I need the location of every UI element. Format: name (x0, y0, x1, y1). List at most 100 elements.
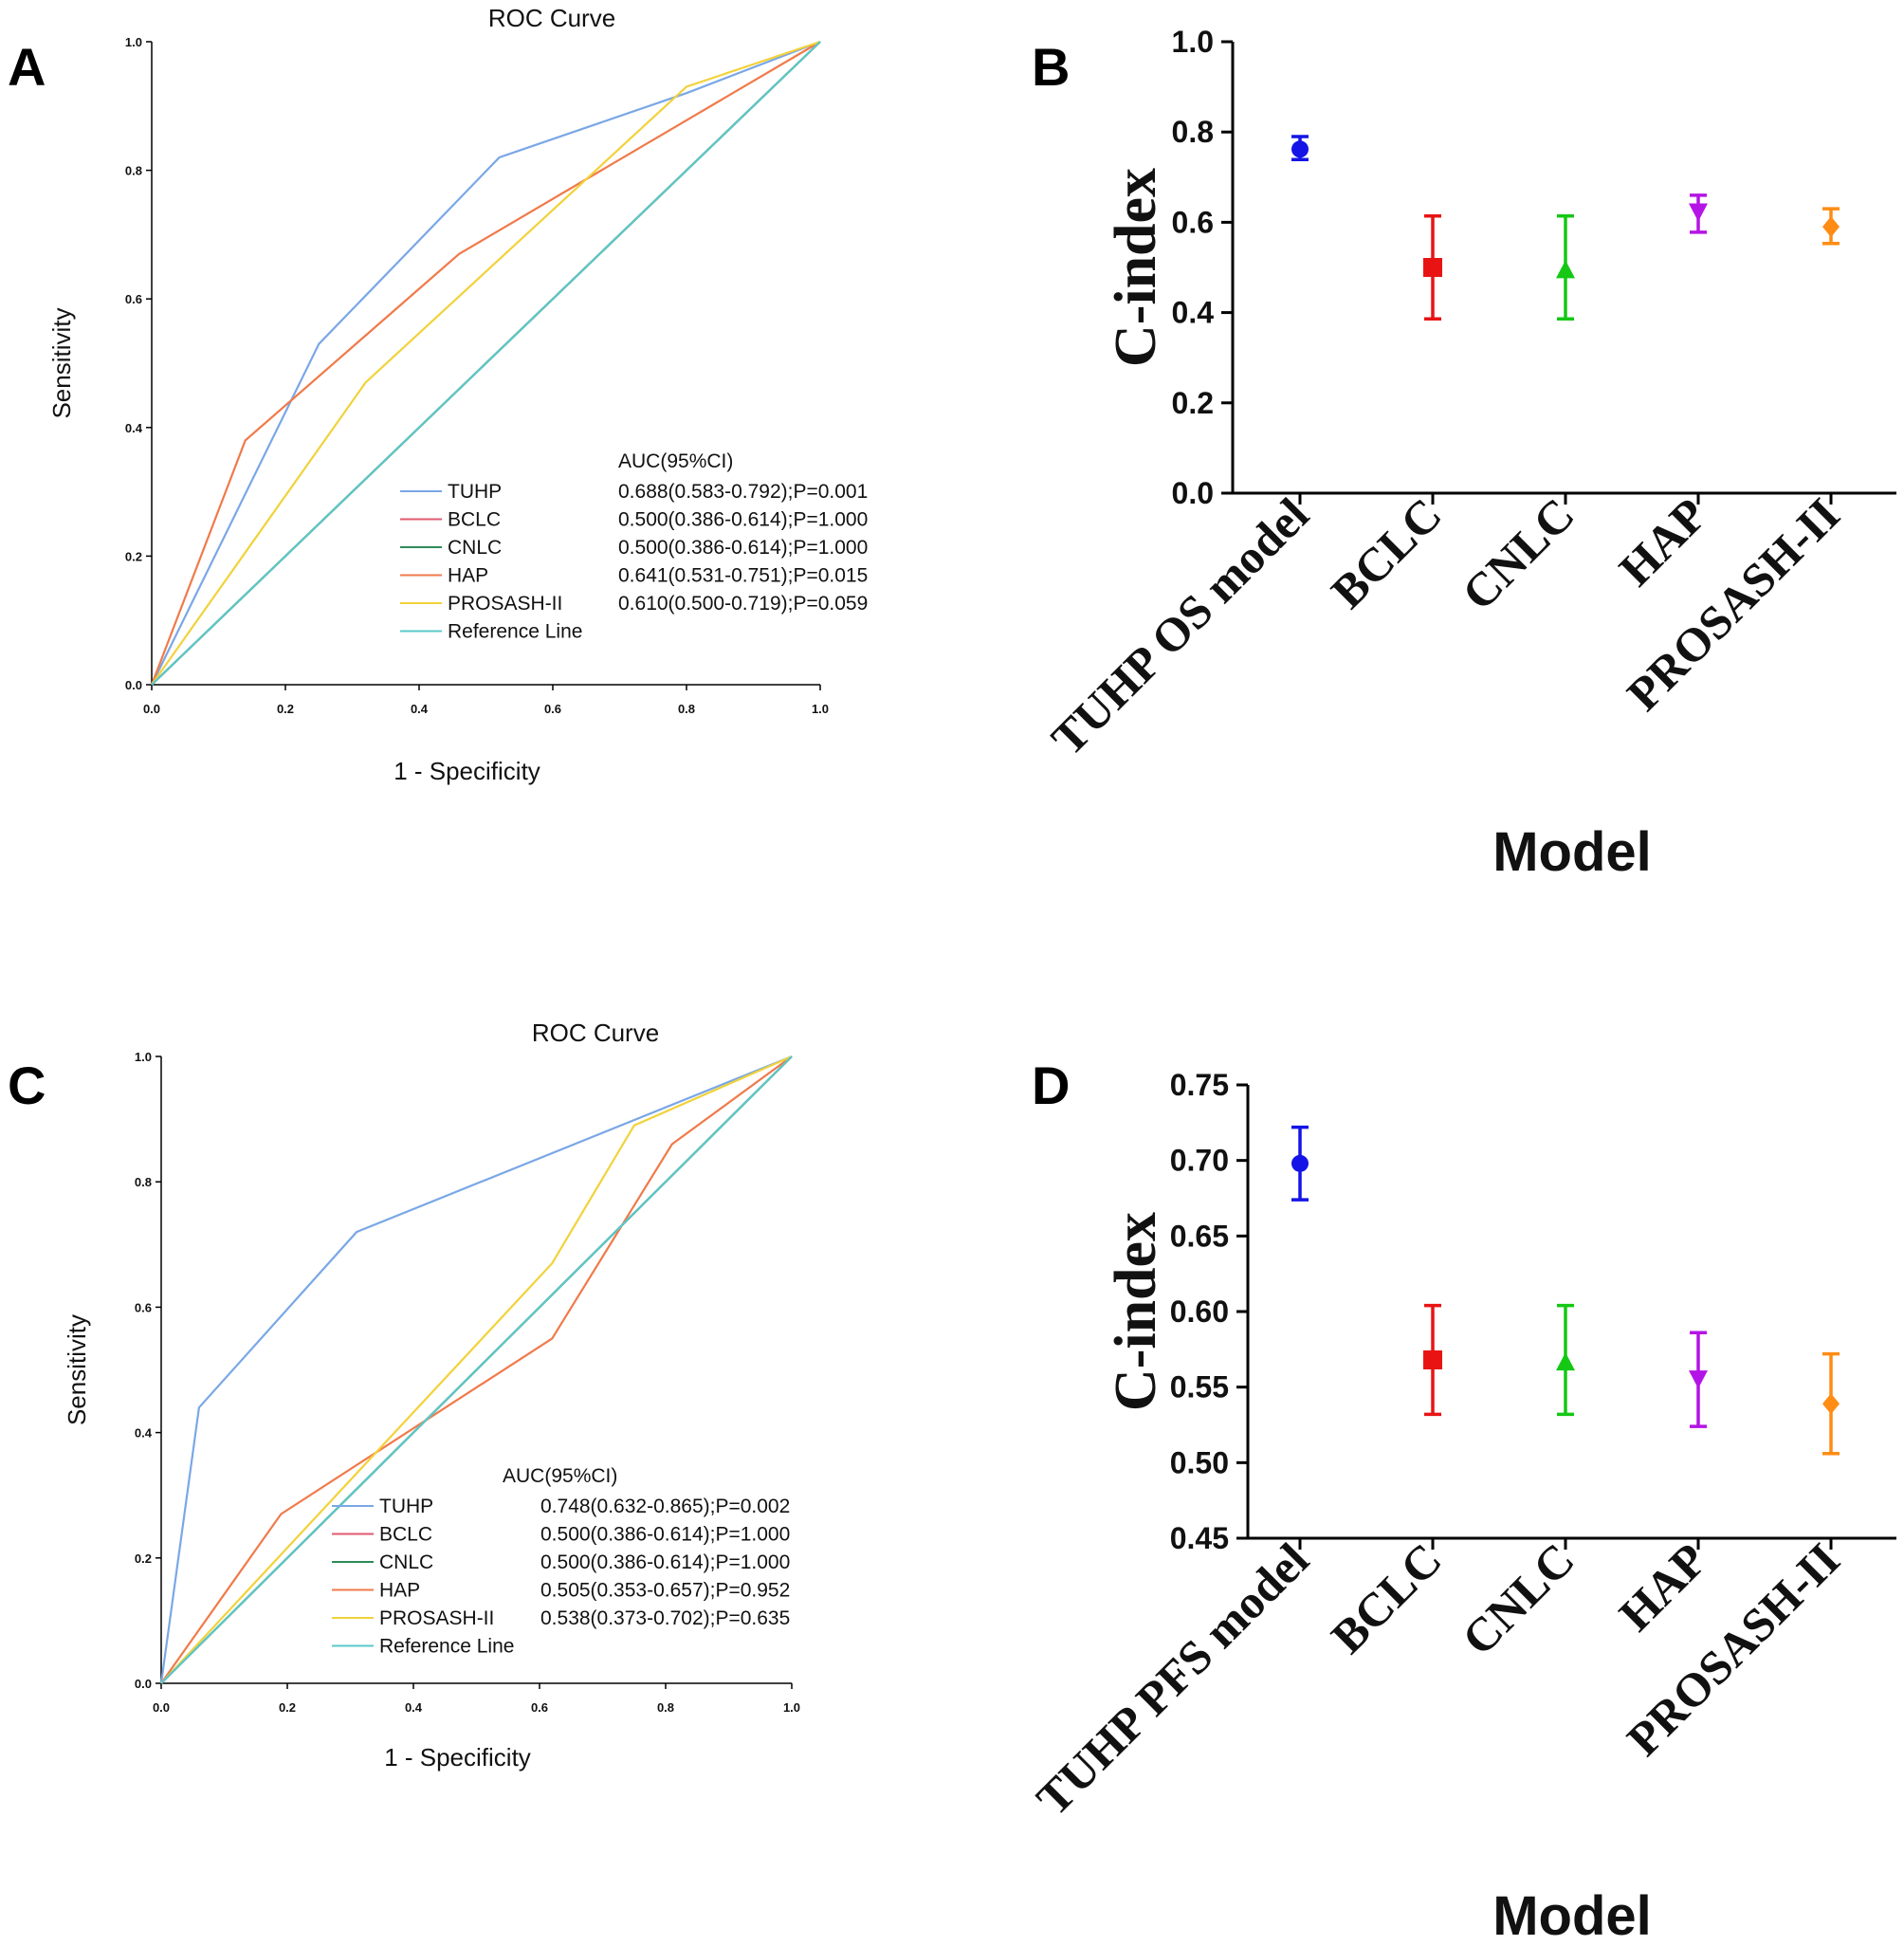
y-tick-label: 0.60 (1170, 1294, 1229, 1329)
legend-auc: 0.688(0.583-0.792);P=0.001 (618, 481, 868, 503)
legend-auc: 0.748(0.632-0.865);P=0.002 (540, 1496, 790, 1517)
point-triangle-up (1556, 260, 1575, 279)
y-tick-label: 1.0 (135, 1050, 152, 1064)
x-tick-label: 1.0 (783, 1700, 800, 1715)
legend-label: BCLC (448, 509, 501, 531)
x-tick-label: CNLC (1452, 1533, 1584, 1665)
y-axis-label: C-index (1104, 1212, 1168, 1411)
y-tick-label: 1.0 (1172, 25, 1214, 59)
legend-label: HAP (448, 565, 488, 587)
x-axis-label: Model (1492, 821, 1652, 883)
panel-label-c: C (8, 1056, 46, 1115)
legend-label: PROSASH-II (379, 1607, 494, 1629)
legend-auc: 0.500(0.386-0.614);P=1.000 (618, 537, 868, 559)
roc-line-hap (160, 1056, 793, 1684)
x-tick-label: HAP (1609, 1533, 1717, 1641)
x-tick-label: 1.0 (812, 702, 829, 716)
y-tick-label: 0.45 (1170, 1521, 1229, 1555)
x-tick-label: 0.6 (531, 1700, 548, 1715)
x-tick-label: 0.8 (657, 1700, 674, 1715)
y-axis-label: Sensitivity (63, 1314, 91, 1425)
y-tick-label: 0.0 (135, 1677, 152, 1691)
y-tick-label: 0.2 (125, 549, 142, 563)
x-tick-label: 0.2 (277, 702, 294, 716)
legend-label: CNLC (448, 537, 502, 559)
legend-label: Reference Line (379, 1636, 514, 1658)
roc-line-reference line (151, 41, 821, 686)
y-tick-label: 0.2 (1172, 386, 1214, 420)
roc-line-reference line (160, 1056, 793, 1684)
legend-label: Reference Line (448, 621, 582, 643)
point-square (1423, 258, 1442, 277)
y-tick-label: 0.6 (1172, 205, 1214, 239)
x-tick-label: 0.8 (678, 702, 695, 716)
y-tick-label: 0.2 (135, 1551, 152, 1566)
x-tick-label: HAP (1609, 487, 1717, 596)
y-tick-label: 0.65 (1170, 1219, 1229, 1253)
x-tick-label: TUHP OS model (1041, 487, 1319, 765)
legend-auc: 0.500(0.386-0.614);P=1.000 (540, 1524, 790, 1546)
legend-label: HAP (379, 1580, 420, 1602)
legend-label: TUHP (379, 1496, 433, 1517)
point-diamond (1822, 1393, 1840, 1415)
point-circle (1291, 1154, 1309, 1172)
y-tick-label: 0.6 (125, 292, 142, 306)
legend-label: BCLC (379, 1524, 432, 1546)
panel-label-d: D (1032, 1056, 1071, 1115)
y-tick-label: 0.55 (1170, 1370, 1229, 1404)
x-tick-label: 0.0 (143, 702, 160, 716)
legend-auc: 0.500(0.386-0.614);P=1.000 (540, 1551, 790, 1573)
legend-auc: 0.505(0.353-0.657);P=0.952 (540, 1580, 790, 1602)
y-tick-label: 0.4 (125, 421, 143, 435)
y-tick-label: 0.50 (1170, 1445, 1229, 1479)
y-tick-label: 0.75 (1170, 1068, 1229, 1102)
legend-auc: 0.500(0.386-0.614);P=1.000 (618, 509, 868, 531)
y-axis-label: Sensitivity (47, 307, 76, 418)
legend-auc: 0.641(0.531-0.751);P=0.015 (618, 565, 868, 587)
roc-chart-c: ROC Curve 0.00.0 0.2 0.2 0.4 0.4 0.6 0.6 0.8 0.8 1… (63, 1019, 800, 1772)
legend-title: AUC(95%CI) (503, 1465, 617, 1487)
point-square (1423, 1349, 1442, 1369)
x-tick-label: TUHP PFS model (1026, 1533, 1319, 1826)
cindex-chart-d: 0.45 0.50 0.55 0.60 0.65 0.70 0.75 C-index TUHP … (1026, 1068, 1896, 1946)
legend-title: AUC(95%CI) (618, 450, 733, 472)
panel-label-b: B (1032, 37, 1071, 97)
roc-line-prosash-ii (151, 40, 821, 686)
x-axis-label: 1 - Specificity (394, 757, 540, 785)
point-circle (1291, 140, 1309, 158)
x-tick-label: 0.4 (411, 702, 429, 716)
y-tick-label: 0.4 (1172, 296, 1215, 330)
roc-chart-a: ROC Curve 0.00.0 0.2 0.2 0.4 0.4 0.6 0.6 0.8 0.8 1… (47, 4, 868, 785)
point-triangle-down (1689, 203, 1708, 222)
legend-label: PROSASH-II (448, 593, 562, 615)
y-tick-label: 0.0 (125, 678, 142, 692)
x-tick-label: BCLC (1321, 487, 1452, 618)
x-axis-label: Model (1492, 1885, 1652, 1946)
chart-title: ROC Curve (488, 4, 615, 32)
y-tick-label: 0.8 (135, 1175, 152, 1189)
roc-line-prosash-ii (160, 1055, 793, 1684)
cindex-chart-b: 0.0 0.2 0.4 0.6 0.8 1.0 C-index TUHP OS model BC… (1041, 25, 1896, 883)
x-tick-label: 0.6 (544, 702, 561, 716)
point-diamond (1822, 216, 1840, 238)
legend-auc: 0.538(0.373-0.702);P=0.635 (540, 1607, 790, 1629)
y-tick-label: 0.0 (1172, 476, 1214, 510)
legend-label: CNLC (379, 1551, 433, 1573)
y-tick-label: 0.70 (1170, 1144, 1229, 1178)
x-tick-label: 0.2 (279, 1700, 296, 1715)
point-triangle-up (1556, 1352, 1575, 1371)
x-tick-label: CNLC (1452, 487, 1584, 620)
x-tick-label: 0.0 (153, 1700, 170, 1715)
x-tick-label: 0.4 (405, 1700, 423, 1715)
y-tick-label: 1.0 (125, 35, 142, 49)
legend-auc: 0.610(0.500-0.719);P=0.059 (618, 593, 868, 615)
roc-line-tuhp (151, 40, 821, 686)
roc-line-hap (150, 41, 821, 686)
legend-label: TUHP (448, 481, 502, 503)
roc-line-tuhp (159, 1055, 793, 1684)
x-axis-label: 1 - Specificity (384, 1743, 531, 1772)
y-tick-label: 0.8 (1172, 115, 1214, 149)
y-tick-label: 0.4 (135, 1426, 153, 1441)
point-triangle-down (1689, 1370, 1708, 1389)
x-tick-label: BCLC (1321, 1533, 1452, 1663)
